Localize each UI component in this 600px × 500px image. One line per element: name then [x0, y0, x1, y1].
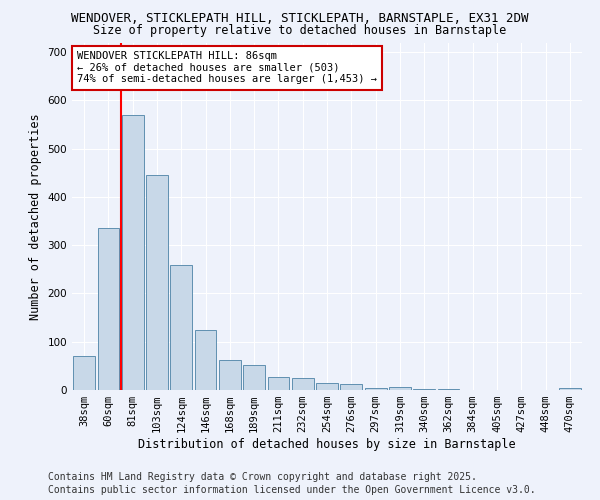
Bar [389, 387, 411, 390]
Text: WENDOVER STICKLEPATH HILL: 86sqm
← 26% of detached houses are smaller (503)
74% : WENDOVER STICKLEPATH HILL: 86sqm ← 26% o… [77, 51, 377, 84]
Bar [219, 360, 241, 390]
Bar [268, 377, 289, 390]
Bar [437, 389, 460, 390]
Bar [122, 115, 143, 390]
Bar [194, 330, 217, 390]
Text: WENDOVER, STICKLEPATH HILL, STICKLEPATH, BARNSTAPLE, EX31 2DW: WENDOVER, STICKLEPATH HILL, STICKLEPATH,… [71, 12, 529, 26]
Bar [243, 365, 265, 390]
Bar [365, 388, 386, 390]
Bar [170, 264, 192, 390]
Bar [559, 388, 581, 390]
Bar [97, 228, 119, 390]
Text: Contains public sector information licensed under the Open Government Licence v3: Contains public sector information licen… [48, 485, 536, 495]
Bar [316, 383, 338, 390]
Bar [73, 356, 95, 390]
Text: Contains HM Land Registry data © Crown copyright and database right 2025.: Contains HM Land Registry data © Crown c… [48, 472, 477, 482]
Bar [340, 384, 362, 390]
Bar [413, 388, 435, 390]
X-axis label: Distribution of detached houses by size in Barnstaple: Distribution of detached houses by size … [138, 438, 516, 451]
Y-axis label: Number of detached properties: Number of detached properties [29, 113, 42, 320]
Bar [292, 378, 314, 390]
Bar [146, 175, 168, 390]
Text: Size of property relative to detached houses in Barnstaple: Size of property relative to detached ho… [94, 24, 506, 37]
